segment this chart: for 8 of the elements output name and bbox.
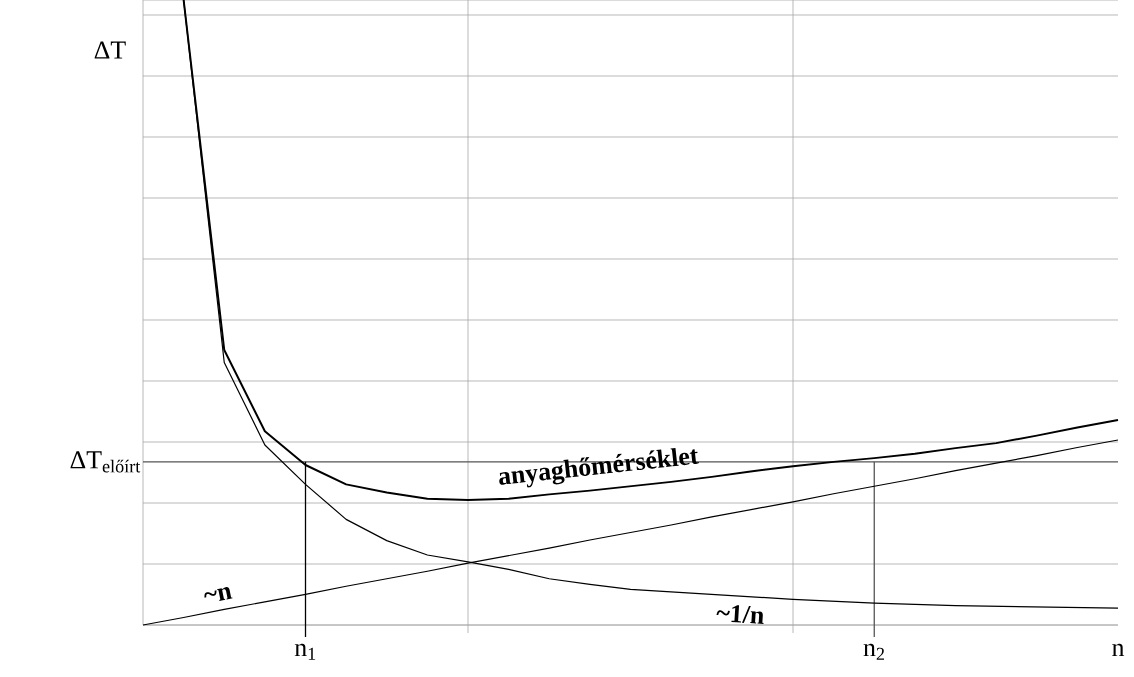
- x-tick-label: n$_{1}$: [294, 643, 316, 660]
- y-axis-title: ΔT: [94, 41, 126, 59]
- series-label: ~1/n: [716, 605, 764, 624]
- x-tick-label: n: [1112, 643, 1125, 657]
- x-tick-label: n$_{2}$: [863, 643, 885, 660]
- text: ~n: [204, 587, 233, 601]
- ref-line-label: ΔT$_{előírt}$: [70, 451, 141, 473]
- text: anyaghőmérséklet: [499, 447, 699, 488]
